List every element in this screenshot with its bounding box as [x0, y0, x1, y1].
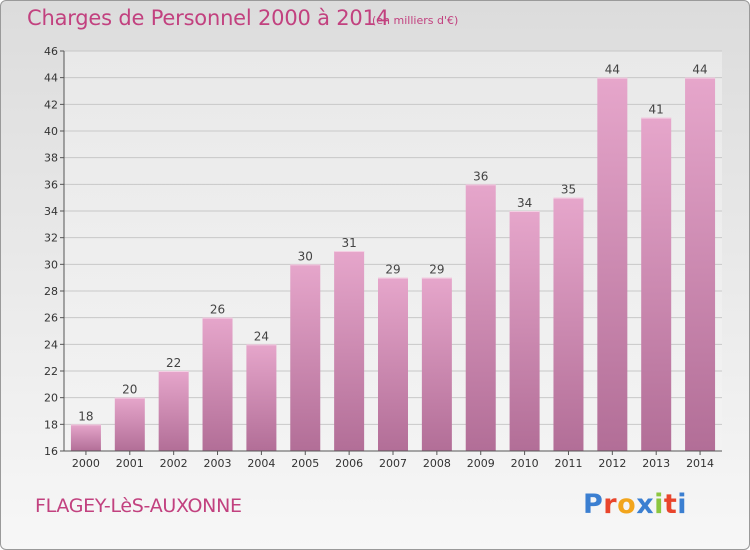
x-tick-label: 2014: [686, 457, 714, 470]
x-tick-label: 2002: [160, 457, 188, 470]
y-tick-label: 22: [44, 365, 58, 378]
y-tick-label: 36: [44, 178, 58, 191]
logo-letter: x: [636, 489, 655, 520]
data-label: 34: [517, 196, 532, 210]
y-tick-label: 20: [44, 392, 58, 405]
y-tick-label: 28: [44, 285, 58, 298]
x-tick-label: 2003: [204, 457, 232, 470]
logo-letter: o: [617, 489, 637, 520]
axes: 16 18 20 22 24 26 28 30 32 34 36 38 40 42 44 46 2000 2001…: [44, 45, 722, 470]
y-tick-label: 42: [44, 98, 58, 111]
data-label: 18: [78, 409, 93, 423]
bar-2009: [465, 184, 496, 452]
x-tick-label: 2007: [379, 457, 407, 470]
data-label: 24: [254, 329, 269, 343]
data-label: 22: [166, 356, 181, 370]
bar-2007: [378, 277, 408, 451]
x-tick-label: 2012: [598, 457, 626, 470]
data-label: 44: [605, 63, 620, 77]
y-tick-label: 30: [44, 258, 58, 271]
y-tick-label: 38: [44, 152, 58, 165]
logo-letter: i: [654, 489, 664, 520]
x-tick-label: 2009: [467, 457, 495, 470]
y-tick-label: 26: [44, 312, 58, 325]
bar-2000: [70, 424, 101, 451]
x-tick-label: 2010: [511, 457, 539, 470]
chart-title: Charges de Personnel 2000 à 2014: [27, 6, 389, 30]
bar-2001: [114, 397, 145, 451]
data-label: 35: [561, 183, 576, 197]
data-label: 26: [210, 303, 225, 317]
bar-2010: [509, 211, 540, 451]
proxiti-logo: Proxiti: [583, 489, 687, 520]
bar-2002: [158, 371, 189, 451]
x-tick-label: 2004: [247, 457, 275, 470]
logo-letter: t: [663, 489, 678, 520]
y-tick-label: 32: [44, 232, 58, 245]
bars: [70, 77, 716, 452]
bar-2013: [641, 117, 672, 452]
bar-2006: [334, 251, 365, 451]
logo-letter: r: [603, 489, 618, 520]
data-label: 36: [473, 169, 488, 183]
x-tick-label: 2005: [291, 457, 319, 470]
data-label: 31: [341, 236, 356, 250]
y-tick-label: 16: [44, 445, 58, 458]
y-tick-label: 24: [44, 338, 58, 351]
bar-2011: [553, 197, 584, 451]
x-tick-label: 2008: [423, 457, 451, 470]
x-tick-label: 2013: [642, 457, 670, 470]
x-tick-label: 2001: [116, 457, 144, 470]
logo-letter: P: [583, 489, 604, 520]
y-tick-label: 40: [44, 125, 58, 138]
x-tick-label: 2006: [335, 457, 363, 470]
data-label: 41: [649, 103, 664, 117]
unit-note: (en milliers d'€): [372, 14, 459, 27]
y-tick-label: 18: [44, 418, 58, 431]
bar-2003: [202, 317, 233, 451]
logo-letter: i: [677, 489, 688, 520]
commune-name: FLAGEY-LèS-AUXONNE: [35, 495, 242, 517]
data-label: 44: [692, 63, 707, 77]
x-tick-label: 2000: [72, 457, 100, 470]
data-label: 20: [122, 383, 137, 397]
data-labels: 18 20 22 26 24 30 31 29 29 36 34 35 44 41 44: [78, 63, 707, 424]
y-tick-label: 34: [44, 205, 58, 218]
data-label: 29: [385, 263, 400, 277]
data-label: 30: [298, 249, 313, 263]
bar-2008: [421, 277, 452, 451]
y-tick-label: 44: [44, 72, 58, 85]
y-tick-label: 46: [44, 45, 58, 58]
bar-2014: [685, 77, 716, 452]
bar-2004: [246, 344, 277, 451]
bar-2012: [597, 77, 628, 452]
data-label: 29: [429, 263, 444, 277]
bar-2005: [290, 264, 321, 451]
x-tick-label: 2011: [554, 457, 582, 470]
